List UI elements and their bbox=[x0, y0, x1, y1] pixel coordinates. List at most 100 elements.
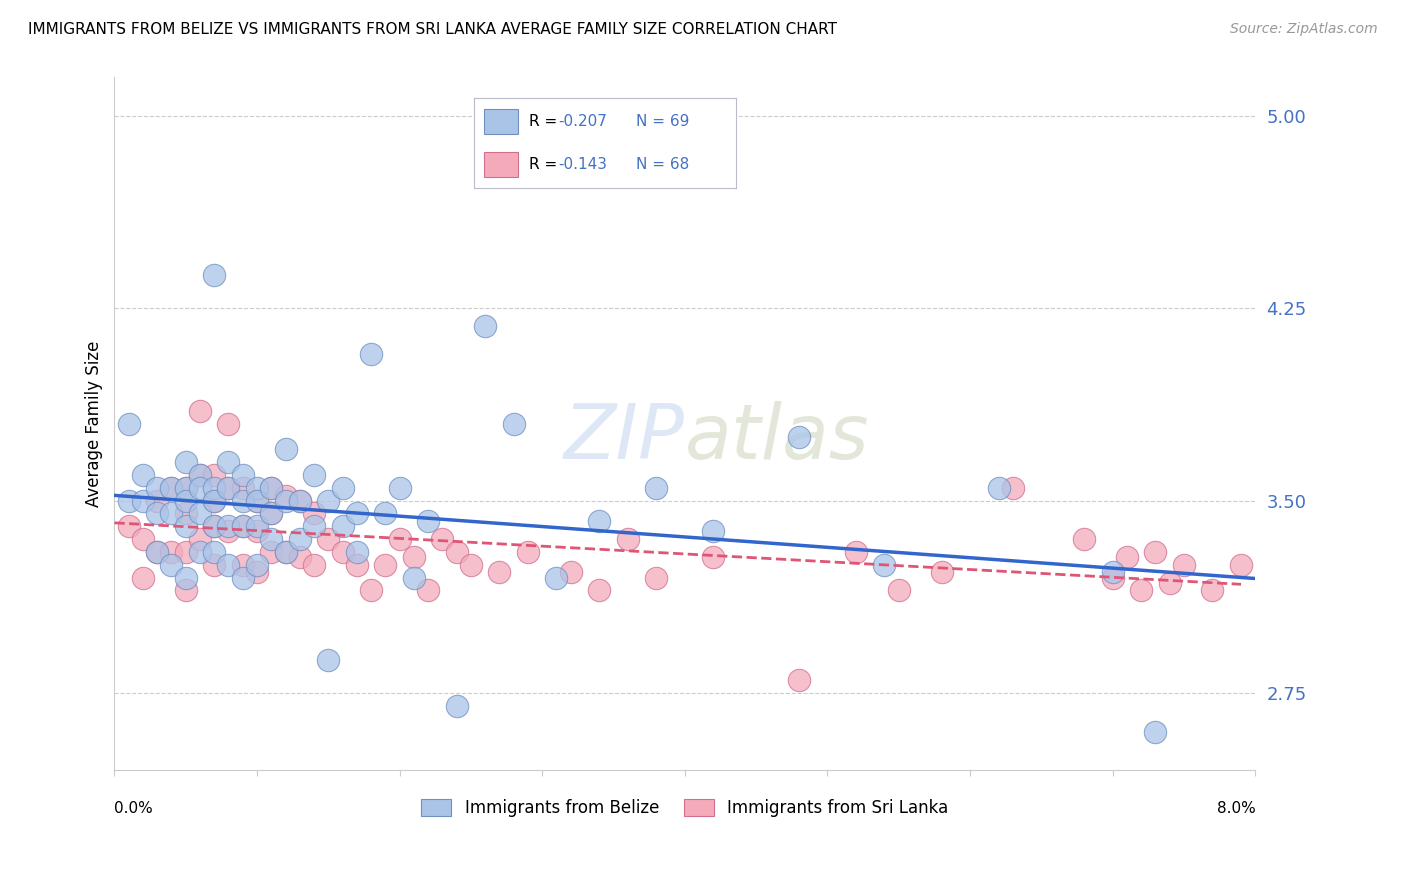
Point bbox=[1159, 575, 1181, 590]
Point bbox=[617, 532, 640, 546]
Point bbox=[118, 493, 141, 508]
Point bbox=[132, 532, 155, 546]
Point bbox=[202, 558, 225, 572]
Point bbox=[1144, 724, 1167, 739]
Point bbox=[388, 532, 411, 546]
Point bbox=[488, 566, 510, 580]
Point bbox=[388, 481, 411, 495]
Point bbox=[288, 493, 311, 508]
Point bbox=[202, 519, 225, 533]
Point bbox=[146, 481, 169, 495]
Point bbox=[1001, 481, 1024, 495]
Text: ZIP: ZIP bbox=[564, 401, 685, 475]
Point bbox=[232, 519, 254, 533]
Point bbox=[1230, 558, 1253, 572]
Point bbox=[346, 545, 368, 559]
Point bbox=[202, 481, 225, 495]
Point bbox=[132, 493, 155, 508]
Point bbox=[418, 583, 440, 598]
Point bbox=[132, 571, 155, 585]
Point bbox=[588, 514, 610, 528]
Point bbox=[202, 493, 225, 508]
Point bbox=[402, 550, 425, 565]
Point bbox=[232, 481, 254, 495]
Point bbox=[1101, 571, 1123, 585]
Point bbox=[702, 550, 724, 565]
Point bbox=[288, 550, 311, 565]
Point bbox=[318, 653, 340, 667]
Point bbox=[274, 489, 297, 503]
Point bbox=[188, 468, 211, 483]
Point bbox=[174, 519, 197, 533]
Point bbox=[274, 493, 297, 508]
Point bbox=[360, 583, 382, 598]
Point bbox=[188, 532, 211, 546]
Point bbox=[188, 507, 211, 521]
Point bbox=[274, 442, 297, 457]
Point bbox=[260, 545, 283, 559]
Point bbox=[246, 481, 269, 495]
Point bbox=[218, 524, 240, 539]
Point bbox=[446, 698, 468, 713]
Point bbox=[1173, 558, 1195, 572]
Point bbox=[645, 481, 668, 495]
Point bbox=[246, 566, 269, 580]
Point bbox=[188, 468, 211, 483]
Point bbox=[873, 558, 896, 572]
Text: atlas: atlas bbox=[685, 401, 869, 475]
Point bbox=[302, 507, 325, 521]
Point bbox=[188, 481, 211, 495]
Point bbox=[174, 583, 197, 598]
Point bbox=[1101, 566, 1123, 580]
Point bbox=[517, 545, 540, 559]
Point bbox=[160, 558, 183, 572]
Point bbox=[1130, 583, 1153, 598]
Point bbox=[446, 545, 468, 559]
Point bbox=[374, 507, 396, 521]
Point bbox=[588, 583, 610, 598]
Point bbox=[260, 532, 283, 546]
Point bbox=[274, 545, 297, 559]
Point bbox=[260, 481, 283, 495]
Point bbox=[502, 417, 524, 431]
Point bbox=[274, 545, 297, 559]
Point bbox=[332, 481, 354, 495]
Point bbox=[260, 507, 283, 521]
Legend: Immigrants from Belize, Immigrants from Sri Lanka: Immigrants from Belize, Immigrants from … bbox=[415, 792, 955, 824]
Point bbox=[302, 558, 325, 572]
Point bbox=[346, 558, 368, 572]
Point bbox=[174, 507, 197, 521]
Point bbox=[160, 507, 183, 521]
Point bbox=[318, 493, 340, 508]
Point bbox=[460, 558, 482, 572]
Point bbox=[218, 481, 240, 495]
Y-axis label: Average Family Size: Average Family Size bbox=[86, 341, 103, 507]
Point bbox=[560, 566, 582, 580]
Point bbox=[232, 571, 254, 585]
Point bbox=[288, 532, 311, 546]
Point bbox=[1116, 550, 1139, 565]
Point bbox=[218, 455, 240, 469]
Point bbox=[887, 583, 910, 598]
Text: 0.0%: 0.0% bbox=[114, 801, 153, 816]
Point bbox=[360, 347, 382, 361]
Point bbox=[1144, 545, 1167, 559]
Point bbox=[302, 468, 325, 483]
Point bbox=[202, 545, 225, 559]
Point bbox=[302, 519, 325, 533]
Point bbox=[174, 481, 197, 495]
Point bbox=[260, 481, 283, 495]
Point bbox=[246, 493, 269, 508]
Point bbox=[418, 514, 440, 528]
Point bbox=[146, 493, 169, 508]
Point bbox=[202, 519, 225, 533]
Point bbox=[546, 571, 568, 585]
Point bbox=[1201, 583, 1223, 598]
Point bbox=[332, 545, 354, 559]
Point bbox=[160, 481, 183, 495]
Point bbox=[232, 468, 254, 483]
Point bbox=[931, 566, 953, 580]
Point bbox=[374, 558, 396, 572]
Point bbox=[246, 558, 269, 572]
Point bbox=[246, 524, 269, 539]
